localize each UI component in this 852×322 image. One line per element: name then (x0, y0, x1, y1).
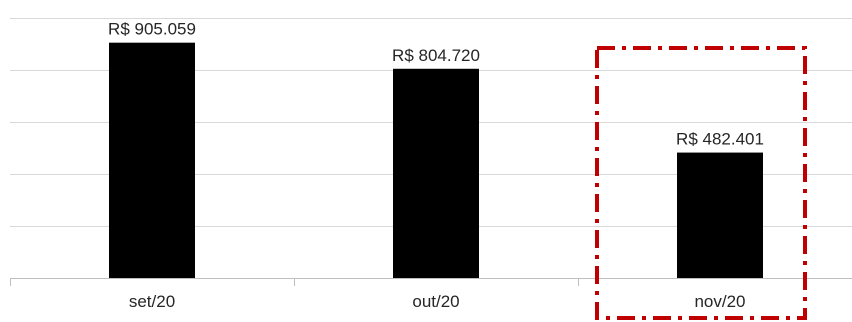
bars (109, 42, 763, 278)
x-axis (10, 278, 852, 286)
bar-out-20 (393, 68, 479, 278)
x-tick-label: out/20 (412, 292, 459, 311)
bar-set-20 (109, 42, 195, 278)
bar-nov-20 (677, 152, 763, 278)
data-label: R$ 482.401 (676, 130, 764, 149)
x-tick-label: set/20 (129, 292, 175, 311)
x-tick-labels: set/20 out/20 nov/20 (129, 292, 746, 311)
data-label: R$ 804.720 (392, 46, 480, 65)
x-tick-label: nov/20 (694, 292, 745, 311)
highlight-box (595, 46, 807, 320)
data-label: R$ 905.059 (108, 20, 196, 39)
data-labels: R$ 905.059 R$ 804.720 R$ 482.401 (108, 20, 764, 149)
